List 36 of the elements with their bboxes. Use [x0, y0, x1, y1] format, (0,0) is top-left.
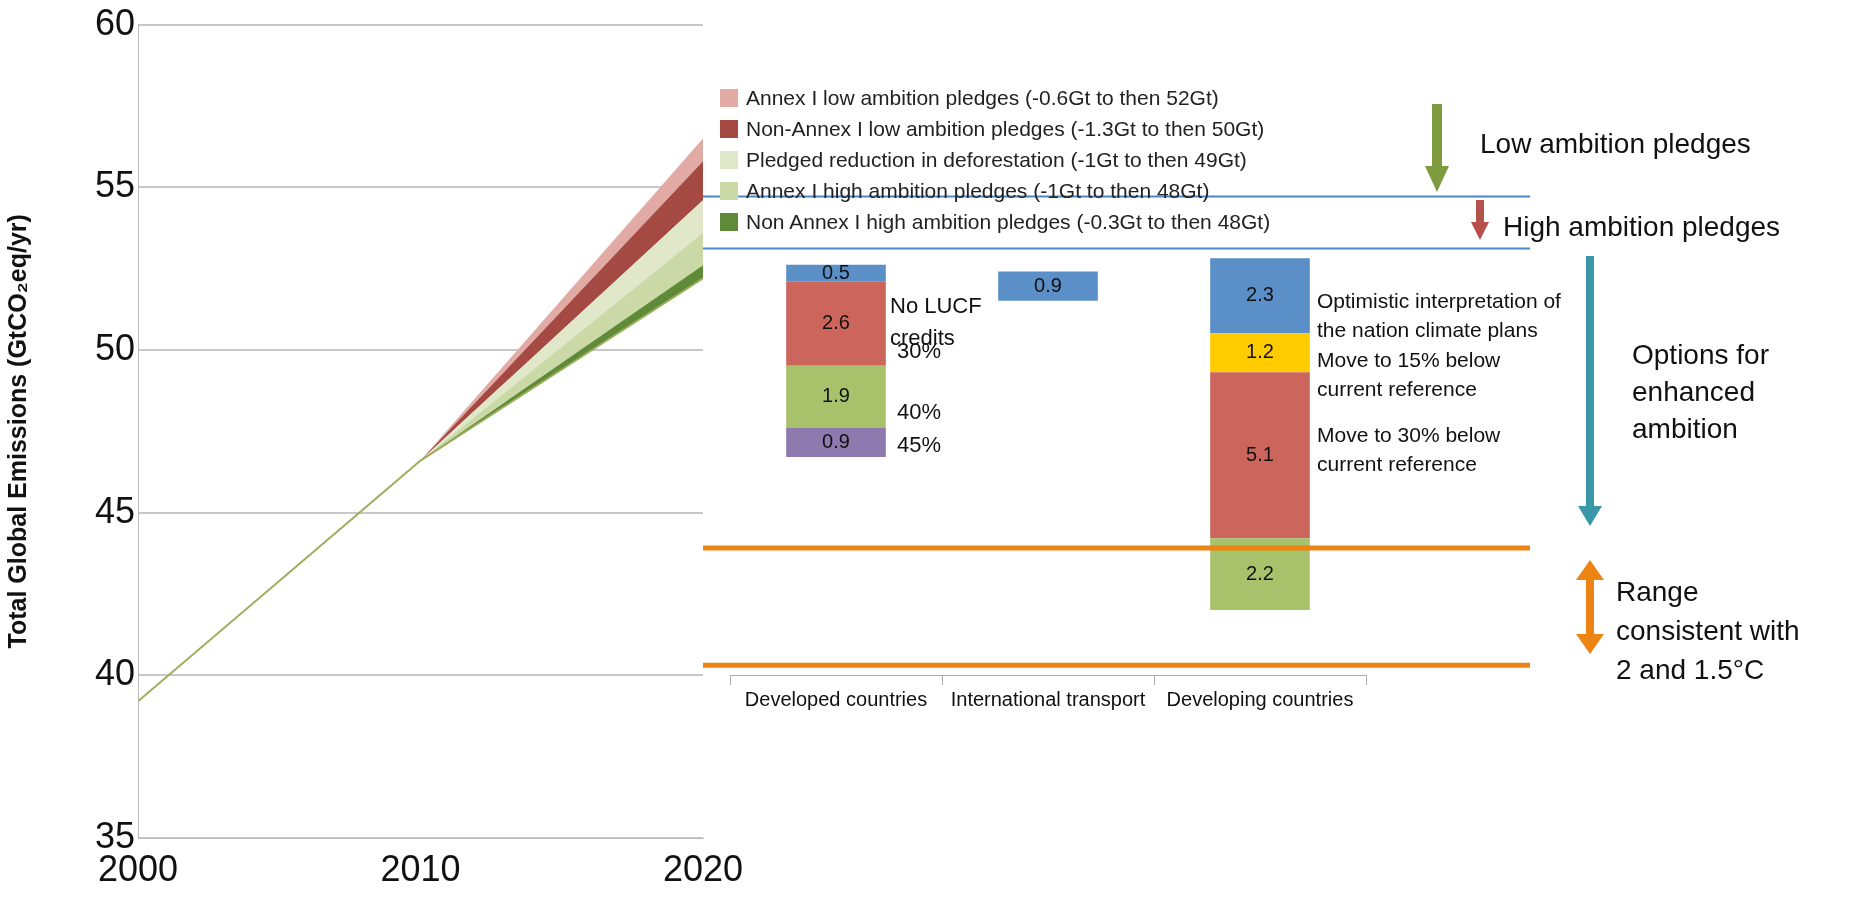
data-label: 5.1	[1246, 442, 1274, 465]
x-tick-label: International transport	[950, 687, 1146, 710]
bar	[1210, 333, 1310, 373]
annotation: Optimistic interpretation of the nation climate plans	[1317, 288, 1562, 341]
y-tick-label: 55	[94, 164, 135, 206]
legend-label: Non-Annex I low ambition pledges (-1.3Gt to then 50Gt)	[746, 116, 1265, 142]
data-label: 1.9	[822, 384, 850, 407]
data-label: 2.3	[1246, 283, 1274, 306]
y-tick-label: 50	[94, 326, 135, 368]
text: Options for enhanced ambition	[1632, 338, 1769, 444]
annotation: Move to 15% below current reference	[1317, 347, 1502, 400]
data-label: 0.5	[822, 260, 850, 283]
x-tick-label: Developed countries	[744, 687, 928, 710]
x-tick-label: Developing countries	[1166, 687, 1354, 710]
x-tick-label: 2020	[662, 847, 744, 889]
y-tick-label: 45	[94, 489, 135, 531]
x-tick-label: 2010	[380, 847, 461, 889]
bar	[1210, 258, 1310, 334]
annotation: 45%	[897, 432, 942, 458]
y-tick-label: 40	[94, 652, 135, 694]
bar	[786, 427, 886, 457]
data-label: 2.2	[1246, 561, 1274, 584]
text: Range consistent with 2 and 1.5°C	[1616, 575, 1800, 685]
annotation: 40%	[897, 399, 942, 425]
legend-label: Pledged reduction in deforestation (-1Gt to then 49Gt)	[746, 147, 1247, 173]
data-label: 0.9	[1034, 273, 1062, 296]
y-tick-label: 60	[94, 1, 135, 43]
legend-label: Annex I low ambition pledges (-0.6Gt to then 52Gt)	[746, 85, 1219, 111]
data-label: 2.6	[822, 310, 850, 333]
annotation: Low ambition pledges	[1480, 127, 1751, 159]
legend-label: Non Annex I high ambition pledges (-0.3Gt to then 48Gt)	[746, 209, 1271, 235]
y-axis-title: Total Global Emissions (GtCO₂eq/yr)	[2, 214, 31, 649]
data-label: 1.2	[1246, 340, 1274, 363]
data-label: 0.9	[822, 429, 850, 452]
annotation: Move to 30% below current reference	[1317, 422, 1502, 475]
annotation: High ambition pledges	[1503, 210, 1781, 242]
